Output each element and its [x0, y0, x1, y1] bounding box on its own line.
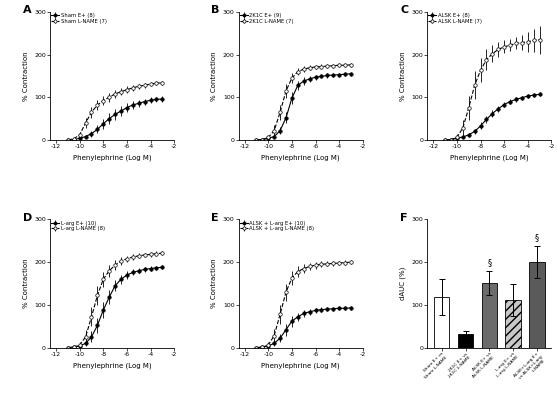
- X-axis label: Phenylephrine (Log M): Phenylephrine (Log M): [73, 155, 152, 161]
- Legend: L-arg E+ (10), L-arg L-NAME (8): L-arg E+ (10), L-arg L-NAME (8): [51, 220, 105, 231]
- Text: §: §: [535, 233, 539, 243]
- Text: D: D: [23, 213, 32, 223]
- Legend: ALSK + L-arg E+ (10), ALSK + L-arg L-NAME (8): ALSK + L-arg E+ (10), ALSK + L-arg L-NAM…: [240, 220, 314, 231]
- Y-axis label: % Contraction: % Contraction: [23, 51, 28, 101]
- Text: A: A: [23, 6, 31, 15]
- Legend: Sham E+ (8), Sham L-NAME (7): Sham E+ (8), Sham L-NAME (7): [51, 13, 107, 24]
- Y-axis label: % Contraction: % Contraction: [211, 259, 217, 308]
- Text: §: §: [487, 258, 491, 267]
- Y-axis label: % Contraction: % Contraction: [23, 259, 28, 308]
- Legend: 2K1C E+ (9), 2K1C L-NAME (7): 2K1C E+ (9), 2K1C L-NAME (7): [240, 13, 294, 24]
- Bar: [506, 300, 521, 348]
- Y-axis label: % Contraction: % Contraction: [400, 51, 406, 101]
- X-axis label: Phenylephrine (Log M): Phenylephrine (Log M): [261, 362, 340, 369]
- Text: E: E: [212, 213, 219, 223]
- Bar: [482, 283, 497, 348]
- X-axis label: Phenylephrine (Log M): Phenylephrine (Log M): [261, 155, 340, 161]
- X-axis label: Phenylephrine (Log M): Phenylephrine (Log M): [450, 155, 529, 161]
- Text: C: C: [400, 6, 408, 15]
- Bar: [529, 262, 545, 348]
- Y-axis label: dAUC (%): dAUC (%): [399, 267, 406, 300]
- Legend: ALSK E+ (8), ALSK L-NAME (7): ALSK E+ (8), ALSK L-NAME (7): [428, 13, 482, 24]
- Text: B: B: [212, 6, 220, 15]
- X-axis label: Phenylephrine (Log M): Phenylephrine (Log M): [73, 362, 152, 369]
- Bar: [434, 297, 449, 348]
- Bar: [458, 334, 473, 348]
- Text: F: F: [400, 213, 408, 223]
- Y-axis label: % Contraction: % Contraction: [211, 51, 217, 101]
